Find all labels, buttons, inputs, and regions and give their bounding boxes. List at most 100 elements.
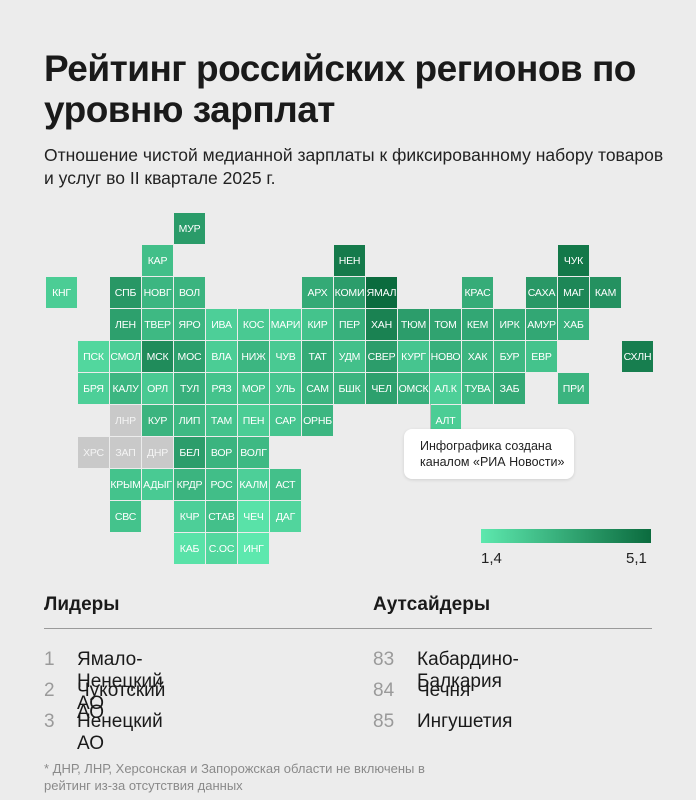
region-tile-23: ХАН [366,309,397,340]
region-tile-4: КНГ [46,277,77,308]
region-tile-58: ТУВА [462,373,493,404]
region-tile-82: КЧР [174,501,205,532]
annotation-callout: Инфографика создана каналом «РИА Новости… [404,429,574,479]
region-tile-31: СМОЛ [110,341,141,372]
region-tile-34: ВЛА [206,341,237,372]
region-tile-13: МАГ [558,277,589,308]
region-name: Ямало-Ненецкий АО [77,649,163,714]
region-tile-79: КАЛМ [238,469,269,500]
region-tile-42: ХАК [462,341,493,372]
region-tile-47: КАЛУ [110,373,141,404]
region-tile-48: ОРЛ [142,373,173,404]
region-tile-36: ЧУВ [270,341,301,372]
region-tile-66: САР [270,405,301,436]
region-tile-61: ЛНР [110,405,141,436]
region-tile-53: САМ [302,373,333,404]
region-tile-51: МОР [238,373,269,404]
region-tile-87: С.ОС [206,533,237,564]
leader-row: 2 Чукотский АО [44,680,165,723]
region-tile-43: БУР [494,341,525,372]
region-tile-62: КУР [142,405,173,436]
region-tile-83: СТАВ [206,501,237,532]
rank-number: 3 [44,711,55,732]
region-tile-19: КОС [238,309,269,340]
region-tile-80: АСТ [270,469,301,500]
region-tile-52: УЛЬ [270,373,301,404]
region-tile-49: ТУЛ [174,373,205,404]
region-tile-7: ВОЛ [174,277,205,308]
region-tile-26: КЕМ [462,309,493,340]
region-tile-41: НОВО [430,341,461,372]
region-tile-2: НЕН [334,245,365,276]
rank-number: 85 [373,711,395,732]
rank-number: 2 [44,680,55,701]
rank-number: 1 [44,649,55,670]
region-tile-45: СХЛН [622,341,653,372]
outsider-row: 84 Чечня [373,680,470,702]
region-tile-28: АМУР [526,309,557,340]
region-tile-63: ЛИП [174,405,205,436]
region-tile-3: ЧУК [558,245,589,276]
region-tile-33: МОС [174,341,205,372]
region-tile-40: КУРГ [398,341,429,372]
region-tile-16: ТВЕР [142,309,173,340]
region-tile-6: НОВГ [142,277,173,308]
region-tile-64: ТАМ [206,405,237,436]
region-name: Ненецкий АО [77,711,163,754]
region-tile-46: БРЯ [78,373,109,404]
region-tile-15: ЛЕН [110,309,141,340]
outsiders-heading: Аутсайдеры [373,594,491,615]
region-tile-9: КОМИ [334,277,365,308]
region-tile-8: АРХ [302,277,333,308]
region-tile-5: СПБ [110,277,141,308]
region-tile-74: ВОЛГ [238,437,269,468]
region-tile-14: КАМ [590,277,621,308]
region-tile-54: БШК [334,373,365,404]
region-tile-39: СВЕР [366,341,397,372]
region-tile-20: МАРИ [270,309,301,340]
region-tile-17: ЯРО [174,309,205,340]
leader-row: 3 Ненецкий АО [44,711,163,754]
region-tile-85: ДАГ [270,501,301,532]
region-tile-86: КАБ [174,533,205,564]
region-tile-88: ИНГ [238,533,269,564]
region-tile-21: КИР [302,309,333,340]
region-tile-70: ЗАП [110,437,141,468]
region-tile-67: ОРНБ [302,405,333,436]
region-tile-11: КРАС [462,277,493,308]
rank-number: 84 [373,680,395,701]
rank-number: 83 [373,649,395,670]
region-tile-55: ЧЕЛ [366,373,397,404]
region-tile-44: ЕВР [526,341,557,372]
page-subtitle: Отношение чистой медианной зарплаты к фи… [44,145,664,188]
region-tile-24: ТЮМ [398,309,429,340]
region-tile-84: ЧЕЧ [238,501,269,532]
region-tile-69: ХРС [78,437,109,468]
region-tile-81: СВС [110,501,141,532]
region-name: Чукотский АО [77,680,166,723]
outsider-row: 83 Кабардино-Балкария [373,649,519,692]
annotation-connector [430,404,431,429]
region-tile-50: РЯЗ [206,373,237,404]
region-tile-71: ДНР [142,437,173,468]
ranking-divider [44,628,652,629]
region-tile-27: ИРК [494,309,525,340]
region-tile-10: ЯМАЛ [366,277,397,308]
region-tile-22: ПЕР [334,309,365,340]
region-name: Ингушетия [417,711,513,732]
region-tile-32: МСК [142,341,173,372]
leaders-heading: Лидеры [44,594,120,615]
region-tile-18: ИВА [206,309,237,340]
region-tile-1: КАР [142,245,173,276]
region-tile-75: КРЫМ [110,469,141,500]
region-tile-12: САХА [526,277,557,308]
color-scale-max-label: 5,1 [626,550,647,567]
region-tile-25: ТОМ [430,309,461,340]
region-tile-60: ПРИ [558,373,589,404]
footnote: * ДНР, ЛНР, Херсонская и Запорожская обл… [44,761,425,793]
color-scale-min-label: 1,4 [481,550,502,567]
leader-row: 1 Ямало-Ненецкий АО [44,649,163,714]
region-name: Чечня [417,680,471,701]
region-tile-29: ХАБ [558,309,589,340]
